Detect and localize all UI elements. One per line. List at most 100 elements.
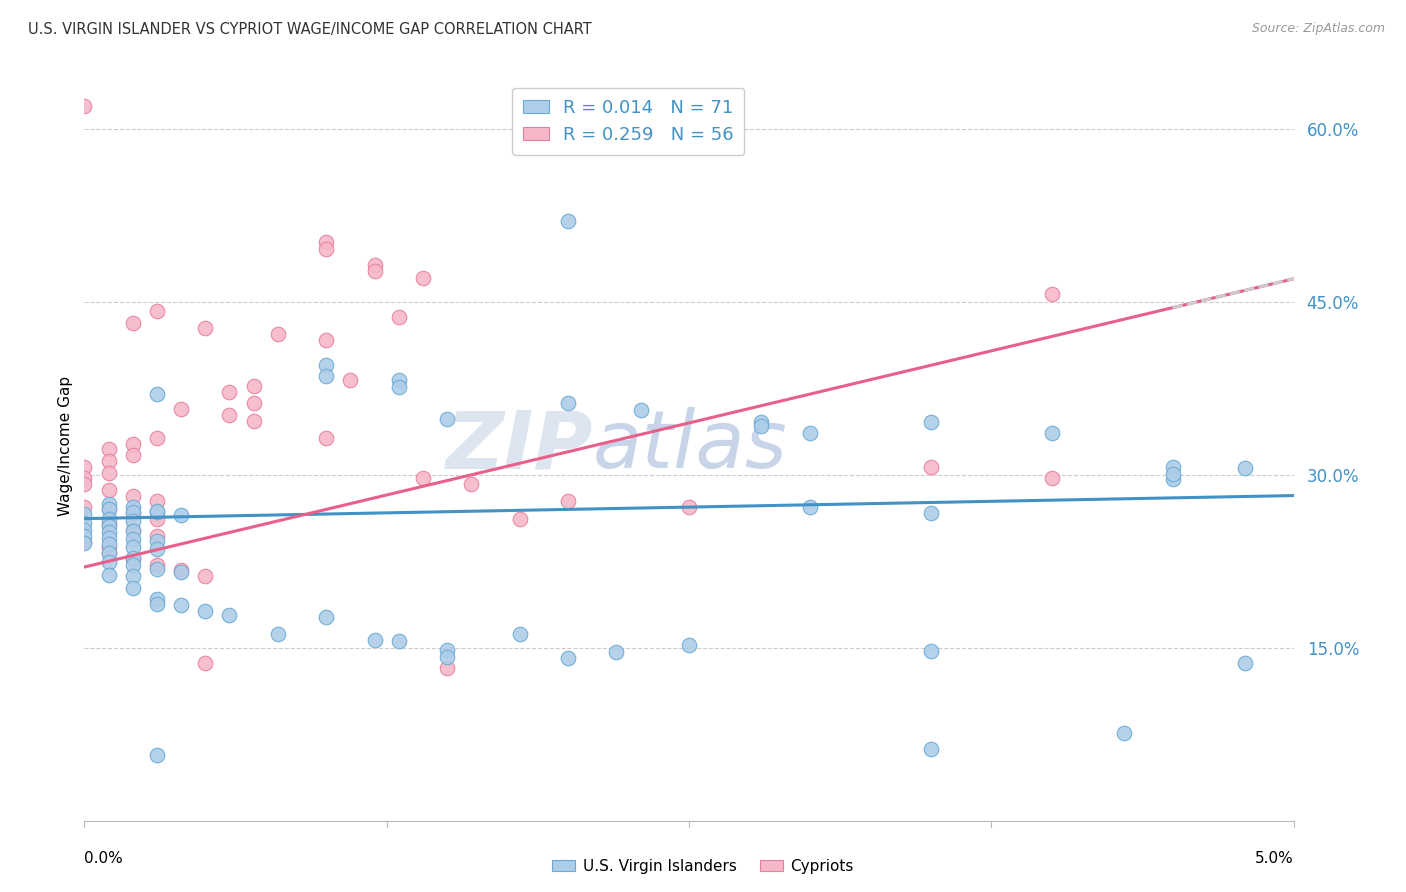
Point xyxy=(436,661,458,675)
Point xyxy=(146,592,169,607)
Point xyxy=(121,500,143,514)
Point xyxy=(73,534,96,549)
Point xyxy=(436,643,458,657)
Point xyxy=(1234,461,1257,475)
Point xyxy=(146,304,169,318)
Point xyxy=(799,500,821,514)
Point xyxy=(920,415,942,429)
Point xyxy=(630,403,652,417)
Point xyxy=(557,494,579,508)
Point xyxy=(218,408,240,422)
Point xyxy=(146,494,169,508)
Point xyxy=(97,454,120,468)
Point xyxy=(146,511,169,525)
Point xyxy=(97,546,120,560)
Point xyxy=(315,242,337,256)
Point xyxy=(1040,286,1063,301)
Point xyxy=(121,448,143,462)
Point xyxy=(605,645,627,659)
Point xyxy=(315,431,337,445)
Point xyxy=(121,533,143,547)
Point xyxy=(73,477,96,491)
Text: 0.0%: 0.0% xyxy=(84,851,124,865)
Point xyxy=(170,508,193,523)
Point xyxy=(1161,459,1184,474)
Point xyxy=(73,516,96,531)
Point xyxy=(121,514,143,528)
Point xyxy=(267,627,290,641)
Point xyxy=(242,379,264,393)
Point xyxy=(146,597,169,611)
Point xyxy=(146,431,169,445)
Point xyxy=(388,373,411,387)
Point xyxy=(339,373,361,387)
Point xyxy=(170,598,193,612)
Point xyxy=(97,546,120,560)
Point xyxy=(388,310,411,324)
Point xyxy=(920,459,942,474)
Point xyxy=(121,505,143,519)
Point xyxy=(146,533,169,548)
Point xyxy=(97,517,120,532)
Point xyxy=(97,511,120,525)
Point xyxy=(146,562,169,576)
Text: U.S. VIRGIN ISLANDER VS CYPRIOT WAGE/INCOME GAP CORRELATION CHART: U.S. VIRGIN ISLANDER VS CYPRIOT WAGE/INC… xyxy=(28,22,592,37)
Point xyxy=(121,541,143,555)
Point xyxy=(121,552,143,566)
Point xyxy=(388,633,411,648)
Point xyxy=(751,419,773,434)
Point xyxy=(363,632,385,647)
Point xyxy=(121,436,143,450)
Point xyxy=(315,359,337,373)
Point xyxy=(509,627,531,641)
Point xyxy=(170,565,193,579)
Point xyxy=(242,414,264,428)
Point xyxy=(121,569,143,583)
Point xyxy=(436,649,458,664)
Point xyxy=(121,506,143,520)
Point xyxy=(1114,726,1136,740)
Point xyxy=(146,558,169,572)
Point xyxy=(73,459,96,474)
Point xyxy=(121,523,143,537)
Point xyxy=(799,426,821,441)
Point xyxy=(97,556,120,570)
Point xyxy=(678,500,700,514)
Point xyxy=(97,531,120,545)
Point xyxy=(73,99,96,113)
Point xyxy=(1234,656,1257,670)
Point xyxy=(121,581,143,595)
Point xyxy=(1161,467,1184,481)
Point xyxy=(218,608,240,623)
Point xyxy=(97,483,120,497)
Point xyxy=(388,380,411,394)
Point xyxy=(509,511,531,525)
Point xyxy=(194,604,217,618)
Point xyxy=(73,523,96,537)
Point xyxy=(267,327,290,342)
Point xyxy=(194,656,217,670)
Point xyxy=(73,471,96,485)
Point xyxy=(557,396,579,410)
Point xyxy=(436,412,458,426)
Point xyxy=(1161,472,1184,486)
Point xyxy=(146,541,169,556)
Point xyxy=(97,502,120,516)
Point xyxy=(121,524,143,539)
Point xyxy=(412,270,434,285)
Text: Source: ZipAtlas.com: Source: ZipAtlas.com xyxy=(1251,22,1385,36)
Point xyxy=(315,333,337,347)
Point xyxy=(146,529,169,543)
Point xyxy=(121,550,143,565)
Point xyxy=(121,316,143,330)
Point xyxy=(97,466,120,480)
Text: atlas: atlas xyxy=(592,407,787,485)
Text: 5.0%: 5.0% xyxy=(1254,851,1294,865)
Point xyxy=(146,505,169,519)
Point xyxy=(146,747,169,762)
Point xyxy=(73,529,96,543)
Point xyxy=(678,639,700,653)
Point xyxy=(557,214,579,228)
Text: ZIP: ZIP xyxy=(444,407,592,485)
Point xyxy=(363,264,385,278)
